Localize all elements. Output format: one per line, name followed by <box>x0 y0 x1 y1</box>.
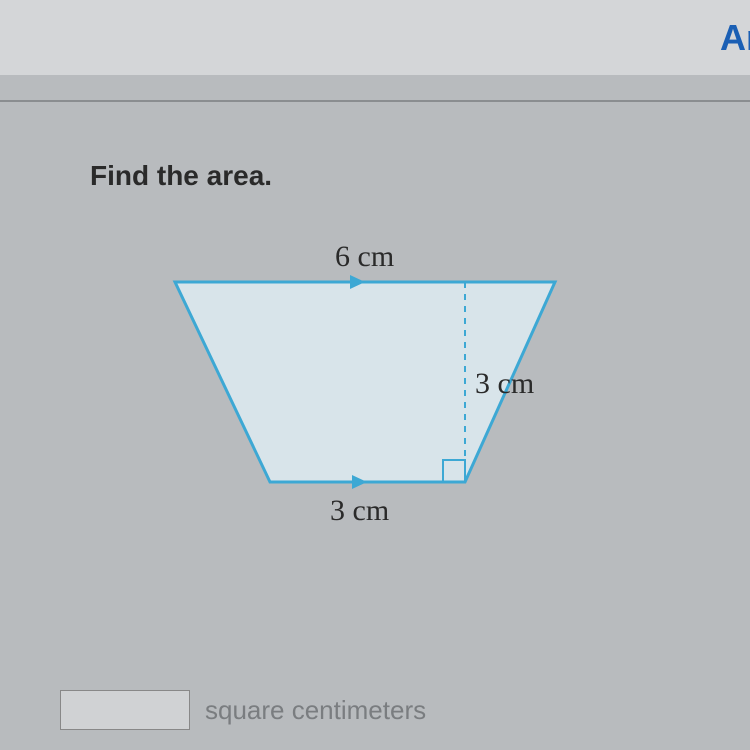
trapezoid-figure: 6 cm 3 cm 3 cm <box>125 232 625 582</box>
divider <box>0 100 750 102</box>
content-area: Find the area. 6 cm 3 cm 3 cm <box>0 120 750 750</box>
answer-input[interactable] <box>60 690 190 730</box>
answer-row: square centimeters <box>60 690 426 730</box>
top-dimension-label: 6 cm <box>335 240 394 274</box>
answer-unit: square centimeters <box>205 695 426 726</box>
bottom-dimension-label: 3 cm <box>330 494 389 528</box>
header-bar: Ar <box>0 0 750 75</box>
header-title: Ar <box>720 17 750 59</box>
height-dimension-label: 3 cm <box>475 367 534 401</box>
question-prompt: Find the area. <box>90 160 660 192</box>
